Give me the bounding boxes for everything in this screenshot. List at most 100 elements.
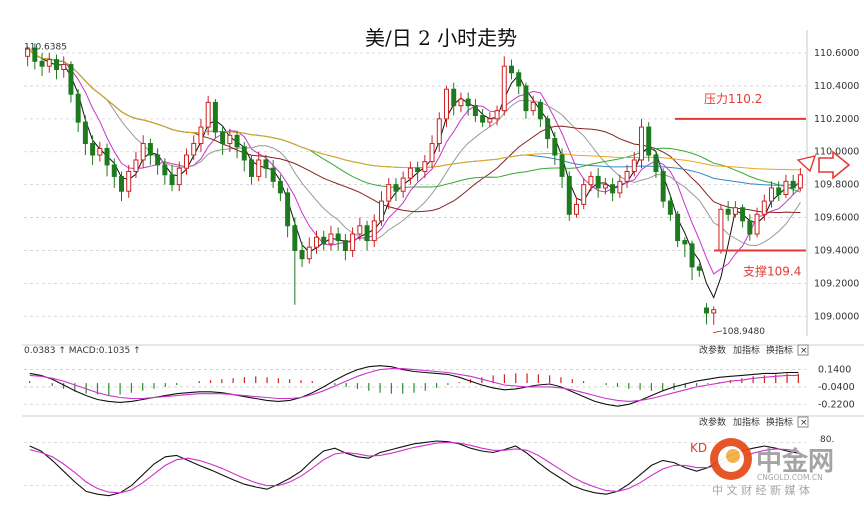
candle-body — [371, 220, 377, 242]
candle-body — [617, 180, 623, 194]
candle-body — [306, 246, 312, 260]
price-axis: 110.6000 110.4000 110.2000 110.0000 109.8000… — [806, 30, 859, 336]
candle-body — [82, 121, 88, 145]
kd-k-line — [29, 440, 799, 497]
candle-body — [393, 184, 399, 192]
candle-body — [718, 208, 724, 251]
candle-body — [646, 126, 652, 156]
low-annotation: 108.9480 — [722, 327, 765, 337]
candle-body — [249, 159, 254, 177]
candle-body — [472, 105, 478, 117]
macd-lines — [29, 365, 799, 407]
kd-close-button[interactable] — [797, 416, 809, 428]
macd-switch-indicator-button[interactable]: 换指标 — [766, 344, 793, 356]
kd-tick-top: 80. — [820, 435, 834, 445]
resistance-label: 压力110.2 — [704, 92, 762, 106]
candle-body — [133, 159, 139, 172]
price-tick-label: 109.8000 — [814, 180, 859, 191]
candle-body — [90, 143, 96, 156]
candle-body — [357, 225, 363, 235]
candle-body — [379, 200, 384, 222]
candle-body — [415, 167, 421, 172]
candle-body — [610, 184, 616, 194]
candle-body — [725, 208, 731, 215]
candle-body — [675, 213, 681, 242]
candle-body — [68, 64, 74, 95]
moving-averages — [27, 47, 801, 299]
candle-body — [155, 154, 161, 166]
brand-name: 中金网 — [756, 446, 834, 477]
candle-body — [270, 167, 276, 182]
candle-body — [487, 118, 493, 123]
cngold-logo: 中金网 CNGOLD.COM.CN 中 文 财 经 新 媒 体 — [710, 438, 834, 497]
macd-grid — [24, 369, 806, 405]
candle-body — [653, 154, 659, 172]
macd-close-button[interactable] — [797, 344, 809, 356]
macd-tick-label: -0.0400 — [818, 382, 855, 393]
candle-body — [660, 170, 666, 202]
candle-body — [790, 180, 796, 189]
brand-url: CNGOLD.COM.CN — [757, 473, 823, 482]
support-resistance-lines — [675, 117, 806, 334]
candle-body — [220, 131, 226, 145]
candle-body — [797, 174, 803, 189]
kd-partial-label: KD — [690, 441, 707, 455]
candle-body — [545, 118, 551, 140]
candle-body — [314, 236, 319, 248]
candle-body — [516, 72, 522, 87]
candle-body — [761, 200, 767, 215]
kd-switch-indicator-button[interactable]: 换指标 — [766, 416, 793, 428]
candle-body — [667, 200, 673, 215]
kd-lines — [29, 440, 799, 497]
candle-body — [205, 101, 211, 128]
candle-body — [176, 167, 182, 186]
candle-body — [111, 164, 117, 177]
candle-body — [631, 159, 637, 172]
candle-body — [119, 175, 124, 192]
chart-title: 美/日 2 小时走势 — [365, 26, 517, 50]
candle-body — [39, 60, 45, 67]
candle-body — [552, 138, 558, 156]
candle-body — [480, 115, 486, 123]
macd-add-indicator-button[interactable]: 加指标 — [733, 344, 760, 356]
candle-body — [444, 88, 449, 120]
candle-body — [328, 233, 334, 245]
candle-body — [704, 307, 709, 314]
candle-body — [61, 64, 67, 70]
candle-body — [147, 143, 153, 156]
candle-body — [602, 184, 608, 189]
price-tick-label: 110.4000 — [814, 81, 859, 92]
candle-body — [277, 180, 283, 194]
candle-body — [97, 147, 103, 156]
candle-body — [263, 159, 269, 169]
candle-body — [162, 164, 168, 176]
candle-body — [234, 134, 240, 148]
support-label: 支撑109.4 — [743, 263, 801, 278]
candles — [25, 43, 803, 325]
candle-body — [494, 110, 500, 120]
candle-body — [386, 184, 392, 202]
price-tick-label: 109.4000 — [814, 245, 859, 256]
candle-body — [75, 93, 81, 123]
red-arrowhead-icon — [796, 155, 817, 173]
low-pointer — [712, 330, 723, 334]
candle-body — [422, 161, 428, 172]
price-tick-label: 110.6000 — [814, 48, 859, 59]
candle-body — [256, 159, 262, 177]
candle-body — [140, 143, 146, 161]
candle-body — [465, 98, 471, 107]
kd-change-params-button[interactable]: 改参数 — [699, 416, 726, 428]
candle-body — [407, 167, 413, 179]
candle-body — [754, 213, 760, 235]
candle-body — [126, 170, 132, 192]
kd-add-indicator-button[interactable]: 加指标 — [733, 416, 760, 428]
candle-body — [184, 154, 189, 169]
ma-line — [27, 47, 801, 171]
candle-body — [321, 236, 327, 245]
candle-body — [581, 184, 587, 205]
price-tick-label: 110.0000 — [814, 147, 859, 158]
kd-grid — [24, 441, 806, 487]
candle-body — [364, 225, 370, 242]
macd-change-params-button[interactable]: 改参数 — [699, 344, 726, 356]
macd-dea-line — [29, 368, 799, 402]
